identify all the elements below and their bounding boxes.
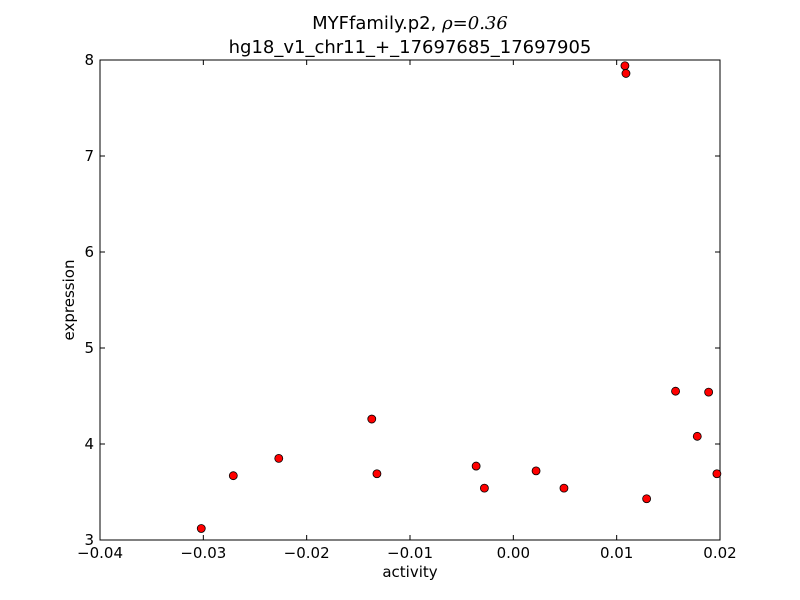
data-point bbox=[642, 494, 652, 504]
chart-title-line2: hg18_v1_chr11_+_17697685_17697905 bbox=[229, 37, 592, 58]
y-tick-label: 7 bbox=[84, 147, 94, 165]
data-point bbox=[671, 386, 680, 396]
data-point bbox=[692, 431, 702, 441]
data-point bbox=[372, 469, 382, 479]
data-point bbox=[228, 471, 238, 481]
x-tick-label: −0.04 bbox=[77, 544, 123, 562]
data-point bbox=[712, 469, 722, 479]
data-point bbox=[559, 483, 569, 493]
plot-area: −0.04 −0.03 −0.02 −0.01 0.00 0.01 0.02 3 4 5 6 7 8 bbox=[77, 51, 737, 562]
plot-frame bbox=[99, 59, 721, 541]
data-point bbox=[620, 61, 630, 71]
data-point bbox=[274, 453, 284, 463]
x-tick-label: −0.02 bbox=[284, 544, 330, 562]
data-point bbox=[479, 483, 489, 493]
x-tick-label: 0.00 bbox=[497, 544, 530, 562]
data-point bbox=[367, 414, 377, 424]
x-tick-label: −0.01 bbox=[387, 544, 433, 562]
chart-title-rho: ρ=0.36 bbox=[441, 13, 508, 34]
data-point bbox=[704, 387, 714, 397]
y-tick-label: 3 bbox=[84, 531, 94, 549]
chart-title-line1: MYFfamily.p2, ρ=0.36 bbox=[312, 13, 508, 34]
y-tick-label: 6 bbox=[84, 243, 94, 261]
data-point bbox=[471, 461, 481, 471]
data-point bbox=[621, 69, 631, 78]
chart-title-prefix: MYFfamily.p2, bbox=[312, 13, 442, 34]
y-tick-label: 5 bbox=[84, 339, 94, 357]
data-point bbox=[196, 524, 206, 533]
x-tick-label: 0.01 bbox=[600, 544, 633, 562]
y-tick-label: 8 bbox=[84, 51, 94, 69]
data-point bbox=[531, 466, 541, 476]
y-tick-label: 4 bbox=[84, 435, 94, 453]
x-tick-label: −0.03 bbox=[180, 544, 226, 562]
x-tick-label: 0.02 bbox=[703, 544, 736, 562]
x-axis-label: activity bbox=[382, 563, 437, 581]
y-axis-label: expression bbox=[60, 260, 78, 341]
